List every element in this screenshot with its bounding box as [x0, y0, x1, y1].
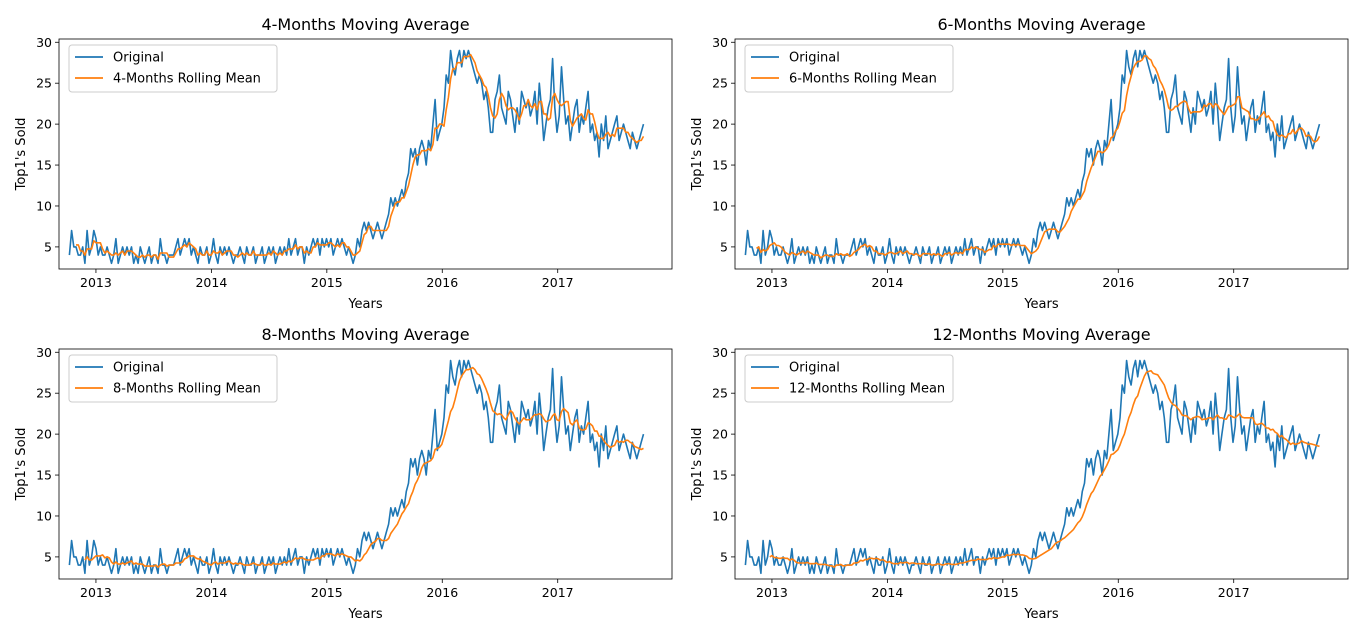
x-tick-label: 2016 — [426, 275, 458, 290]
y-axis-label: Top1's Sold — [14, 118, 29, 192]
x-tick-label: 2015 — [311, 275, 343, 290]
plot-frame — [58, 348, 673, 580]
chart-title: 4-Months Moving Average — [261, 15, 469, 34]
plot-frame — [734, 348, 1349, 580]
x-tick-label: 2013 — [80, 585, 112, 600]
y-tick-label: 25 — [712, 76, 728, 91]
y-tick-label: 20 — [36, 427, 52, 442]
y-tick-label: 20 — [712, 117, 728, 132]
x-tick-label: 2017 — [542, 275, 574, 290]
legend-label: Original — [789, 51, 840, 66]
x-tick-label: 2016 — [1102, 275, 1134, 290]
y-tick-label: 25 — [36, 386, 52, 401]
legend: Original 6-Months Rolling Mean — [744, 44, 954, 93]
x-tick-label: 2014 — [871, 275, 903, 290]
series-line-original — [68, 49, 645, 265]
legend-box — [68, 354, 278, 403]
y-tick-label: 30 — [36, 345, 52, 360]
legend-label: Original — [113, 51, 164, 66]
x-tick-label: 2013 — [756, 275, 788, 290]
x-tick-label: 2013 — [80, 275, 112, 290]
x-tick-label: 2017 — [1218, 585, 1250, 600]
x-axis-label: Years — [1023, 297, 1059, 312]
y-tick-label: 20 — [712, 427, 728, 442]
legend: Original 4-Months Rolling Mean — [68, 44, 278, 93]
y-tick-label: 10 — [36, 508, 52, 523]
series-line-original — [744, 359, 1321, 575]
y-tick-label: 15 — [36, 468, 52, 483]
x-tick-label: 2014 — [195, 585, 227, 600]
x-tick-label: 2014 — [195, 275, 227, 290]
x-axis-label: Years — [1023, 607, 1059, 622]
legend-label: Original — [113, 361, 164, 376]
legend-box — [744, 44, 954, 93]
series-line-original — [744, 49, 1321, 265]
legend-label: 12-Months Rolling Mean — [789, 382, 945, 397]
x-tick-label: 2015 — [987, 275, 1019, 290]
x-axis-label: Years — [347, 297, 383, 312]
x-axis-label: Years — [347, 607, 383, 622]
y-tick-label: 5 — [44, 239, 52, 254]
y-tick-label: 10 — [712, 508, 728, 523]
y-tick-label: 30 — [36, 35, 52, 50]
x-tick-label: 2015 — [987, 585, 1019, 600]
y-tick-label: 25 — [36, 76, 52, 91]
y-tick-label: 10 — [712, 198, 728, 213]
x-tick-label: 2015 — [311, 585, 343, 600]
legend-box — [744, 354, 954, 403]
plot-frame — [734, 38, 1349, 270]
y-axis-label: Top1's Sold — [690, 428, 705, 502]
y-tick-label: 30 — [712, 345, 728, 360]
y-tick-label: 20 — [36, 117, 52, 132]
x-tick-label: 2017 — [542, 585, 574, 600]
y-tick-label: 5 — [720, 239, 728, 254]
x-tick-label: 2013 — [756, 585, 788, 600]
chart-title: 8-Months Moving Average — [261, 325, 469, 344]
y-tick-label: 15 — [712, 158, 728, 173]
y-tick-label: 5 — [44, 549, 52, 564]
x-tick-label: 2017 — [1218, 275, 1250, 290]
series-line-rolling-mean — [84, 366, 644, 568]
legend: Original 12-Months Rolling Mean — [744, 354, 954, 403]
legend-label: 4-Months Rolling Mean — [113, 72, 261, 87]
y-tick-label: 30 — [712, 35, 728, 50]
y-tick-label: 15 — [712, 468, 728, 483]
series-line-rolling-mean — [756, 55, 1321, 259]
chart-title: 6-Months Moving Average — [937, 15, 1145, 34]
y-axis-label: Top1's Sold — [690, 118, 705, 192]
series-line-rolling-mean — [76, 53, 645, 261]
series-line-rolling-mean — [769, 369, 1320, 568]
y-axis-label: Top1's Sold — [14, 428, 29, 502]
x-tick-label: 2016 — [426, 585, 458, 600]
legend-label: 8-Months Rolling Mean — [113, 382, 261, 397]
x-tick-label: 2014 — [871, 585, 903, 600]
legend-box — [68, 44, 278, 93]
legend-label: 6-Months Rolling Mean — [789, 72, 937, 87]
x-tick-label: 2016 — [1102, 585, 1134, 600]
chart-title: 12-Months Moving Average — [932, 325, 1150, 344]
y-tick-label: 5 — [720, 549, 728, 564]
y-tick-label: 15 — [36, 158, 52, 173]
y-tick-label: 25 — [712, 386, 728, 401]
y-tick-label: 10 — [36, 198, 52, 213]
legend: Original 8-Months Rolling Mean — [68, 354, 278, 403]
legend-label: Original — [789, 361, 840, 376]
plot-frame — [58, 38, 673, 270]
